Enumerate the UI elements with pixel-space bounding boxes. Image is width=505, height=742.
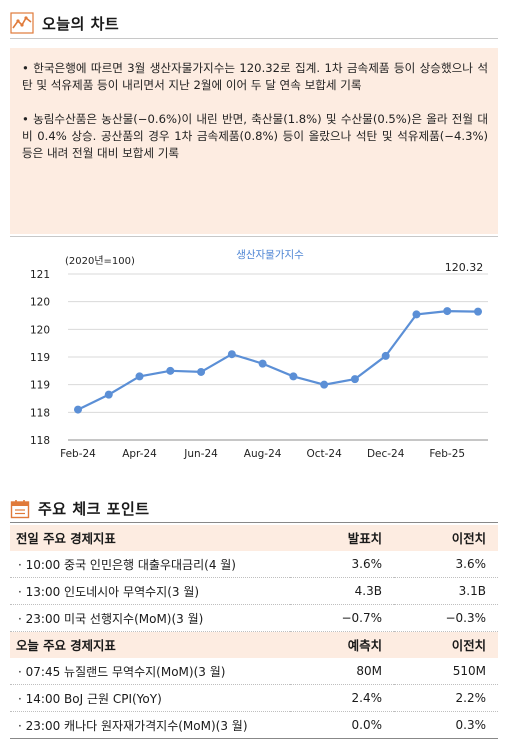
y-tick-label: 120 (30, 324, 50, 336)
data-point (320, 380, 329, 389)
x-tick-label: Jun-24 (183, 448, 218, 460)
data-point (104, 390, 113, 399)
indicator-value: −0.7% (290, 604, 394, 632)
table-header-cell: 이전치 (394, 631, 498, 658)
indicator-value: 3.6% (290, 551, 394, 578)
x-tick-label: Aug-24 (244, 448, 282, 460)
table-header-cell: 이전치 (394, 525, 498, 551)
section-title-checkpoints: 주요 체크 포인트 (38, 500, 150, 518)
section-header-checkpoints: 주요 체크 포인트 (10, 498, 150, 519)
chart-icon (10, 12, 34, 34)
table-header-cell: 오늘 주요 경제지표 (10, 631, 290, 658)
indicator-forecast: 0.0% (290, 711, 394, 739)
y-tick-label: 119 (30, 380, 50, 392)
indicator-prev: 3.1B (394, 577, 498, 605)
indicator-prev: 510M (394, 658, 498, 685)
data-point (381, 351, 390, 360)
section-title-chart: 오늘의 차트 (42, 14, 120, 33)
indicator-name: · 07:45 뉴질랜드 무역수지(MoM)(3 월) (10, 658, 290, 685)
calendar-icon (10, 499, 30, 518)
indicator-forecast: 2.4% (290, 684, 394, 712)
summary-paragraph: • 한국은행에 따르면 3월 생산자물가지수는 120.32로 집계. 1차 금… (22, 61, 488, 92)
summary-panel: • 한국은행에 따르면 3월 생산자물가지수는 120.32로 집계. 1차 금… (10, 48, 498, 234)
indicator-forecast: 80M (290, 658, 394, 685)
indicator-name: · 23:00 캐나다 원자재가격지수(MoM)(3 월) (10, 711, 290, 739)
indicator-prev: 3.6% (394, 551, 498, 578)
indicator-name: · 10:00 중국 인민은행 대출우대금리(4 월) (10, 551, 290, 578)
table-row: · 23:00 캐나다 원자재가격지수(MoM)(3 월) 0.0% 0.3% (10, 711, 498, 739)
indicator-name: · 13:00 인도네시아 무역수지(3 월) (10, 577, 290, 605)
indicator-prev: 2.2% (394, 684, 498, 712)
chart-annotation: 120.32 (445, 261, 484, 274)
indicator-name: · 14:00 BoJ 근원 CPI(YoY) (10, 684, 290, 712)
table-header-cell: 전일 주요 경제지표 (10, 525, 290, 551)
data-point (474, 307, 482, 316)
data-point (412, 310, 421, 319)
x-tick-label: Oct-24 (306, 448, 342, 460)
summary-paragraph: • 농림수산품은 농산물(−0.6%)이 내린 반면, 축산물(1.8%) 및 … (22, 112, 488, 160)
divider (10, 38, 498, 39)
data-point (350, 375, 359, 384)
y-tick-label: 119 (30, 352, 50, 364)
data-point (258, 359, 267, 368)
indicator-name: · 23:00 미국 선행지수(MoM)(3 월) (10, 604, 290, 632)
data-point (197, 367, 206, 376)
table-header-cell: 발표치 (290, 525, 394, 551)
indicator-prev: −0.3% (394, 604, 498, 632)
y-tick-label: 118 (30, 407, 50, 419)
table-row: · 07:45 뉴질랜드 무역수지(MoM)(3 월) 80M 510M (10, 658, 498, 685)
table-header-row: 오늘 주요 경제지표 예측치 이전치 (10, 631, 498, 658)
x-tick-label: Feb-25 (429, 448, 465, 460)
table-row: · 13:00 인도네시아 무역수지(3 월) 4.3B 3.1B (10, 577, 498, 605)
indicator-value: 4.3B (290, 577, 394, 605)
table-header-row: 전일 주요 경제지표 발표치 이전치 (10, 525, 498, 551)
data-point (135, 372, 144, 381)
data-point (443, 307, 452, 316)
y-tick-label: 121 (30, 269, 50, 281)
data-point (289, 372, 298, 381)
chart-title: 생산자물가지수 (236, 249, 304, 261)
ppi-line-chart: 생산자물가지수 (2020년=100) 121 120 120 119 119 118 11… (10, 236, 498, 460)
table-row: · 10:00 중국 인민은행 대출우대금리(4 월) 3.6% 3.6% (10, 551, 498, 578)
x-tick-label: Apr-24 (122, 448, 157, 460)
chart-unit-note: (2020년=100) (65, 255, 135, 267)
indicator-prev: 0.3% (394, 711, 498, 739)
data-point (74, 405, 82, 414)
indicator-table: 전일 주요 경제지표 발표치 이전치 · 10:00 중국 인민은행 대출우대금… (10, 525, 498, 739)
data-point (227, 350, 236, 359)
table-row: · 14:00 BoJ 근원 CPI(YoY) 2.4% 2.2% (10, 684, 498, 712)
x-tick-label: Dec-24 (367, 448, 405, 460)
table-header-cell: 예측치 (290, 631, 394, 658)
divider (10, 522, 498, 523)
table-row: · 23:00 미국 선행지수(MoM)(3 월) −0.7% −0.3% (10, 604, 498, 632)
y-tick-label: 120 (30, 297, 50, 309)
section-header-chart: 오늘의 차트 (10, 12, 119, 34)
y-tick-label: 118 (30, 435, 50, 447)
data-point (166, 366, 175, 375)
x-tick-label: Feb-24 (60, 448, 96, 460)
series-line (77, 309, 479, 411)
